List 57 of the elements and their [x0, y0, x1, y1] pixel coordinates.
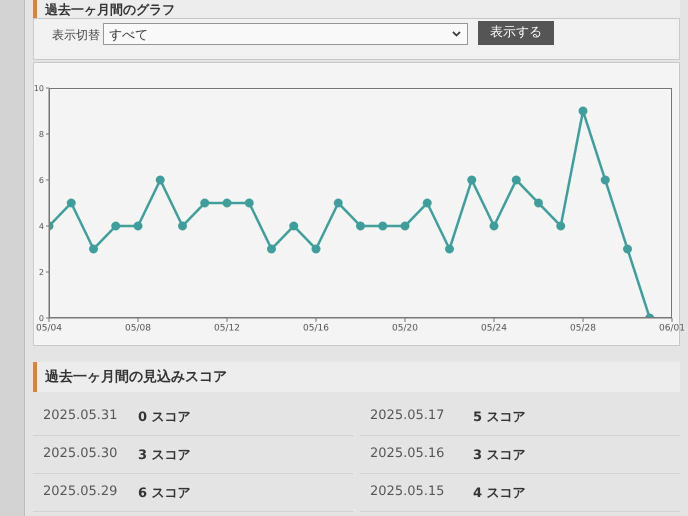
point	[111, 222, 120, 230]
text: 表示切替	[52, 27, 100, 44]
point	[445, 244, 454, 254]
point	[578, 106, 588, 116]
point	[267, 244, 276, 254]
point	[378, 222, 388, 230]
y-tick-label: 4	[38, 222, 44, 231]
x-tick-label: 05/12	[214, 323, 240, 334]
point	[556, 222, 566, 230]
text: 0 スコア	[138, 409, 191, 426]
text: 3 スコア	[138, 447, 191, 464]
point	[289, 222, 298, 230]
text: 2025.05.17	[370, 408, 444, 423]
select-field: すべて	[103, 23, 468, 45]
x-tick-label: 05/24	[481, 323, 508, 334]
point	[534, 198, 543, 208]
chart-title: 過去一ヶ月間のグラフ	[45, 2, 175, 19]
point	[222, 198, 232, 208]
y-tick-label: 6	[38, 176, 44, 185]
x-tick-label: 05/04	[36, 323, 62, 334]
y-tick-label: 8	[38, 130, 44, 139]
text: 2025.05.29	[43, 484, 118, 499]
point	[467, 176, 476, 184]
x-tick-label: 06/01	[659, 323, 685, 334]
point	[156, 176, 165, 184]
x-tick-label: 05/20	[392, 323, 418, 334]
show-button: 表示する	[478, 21, 554, 45]
point	[512, 176, 521, 184]
point	[356, 222, 365, 230]
text: 過去一ヶ月間の見込みスコア	[45, 368, 227, 386]
point	[89, 244, 98, 254]
text: 6 スコア	[138, 485, 191, 502]
text: 2025.05.31	[43, 408, 118, 423]
point	[178, 222, 187, 230]
text: 4 スコア	[473, 485, 526, 502]
text: 3 スコア	[473, 447, 526, 464]
point	[623, 244, 632, 254]
y-tick-label: 2	[38, 268, 44, 277]
point	[66, 198, 76, 208]
text: 2025.05.30	[43, 446, 118, 461]
point	[600, 176, 610, 184]
point	[244, 198, 254, 208]
y-tick-label: 10	[34, 84, 44, 93]
point	[334, 198, 343, 208]
point	[200, 198, 210, 208]
text: 2025.05.16	[370, 446, 444, 461]
x-tick-label: 05/28	[570, 323, 596, 334]
y-tick-label: 0	[38, 314, 44, 323]
text: 2025.05.15	[370, 484, 444, 499]
point	[134, 222, 142, 230]
point	[490, 222, 498, 230]
point	[400, 222, 410, 230]
x-tick-label: 05/08	[125, 323, 152, 334]
point	[312, 244, 320, 254]
x-tick-label: 05/16	[303, 323, 330, 334]
text: 5 スコア	[473, 409, 526, 426]
point	[422, 198, 432, 208]
